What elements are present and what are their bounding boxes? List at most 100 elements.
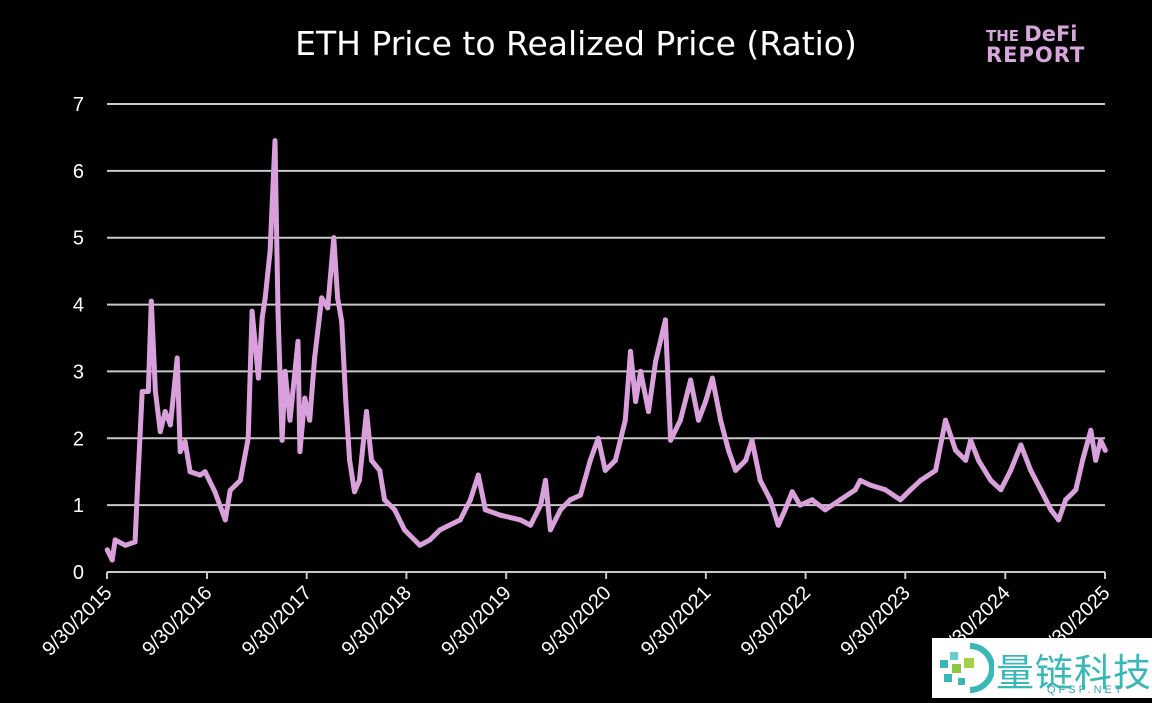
- x-tick-label: 9/30/2019: [437, 582, 515, 660]
- x-tick-label: 9/30/2015: [38, 582, 116, 660]
- data-point: [567, 497, 573, 503]
- data-point: [134, 489, 140, 495]
- data-point: [558, 507, 564, 513]
- data-point: [797, 502, 803, 508]
- data-point: [852, 487, 858, 493]
- data-point: [343, 399, 349, 405]
- data-point: [1048, 507, 1054, 513]
- data-point: [427, 537, 433, 543]
- y-tick-label: 5: [73, 228, 84, 250]
- data-point: [437, 527, 443, 533]
- data-point: [475, 472, 481, 478]
- data-point: [122, 542, 128, 548]
- data-point: [918, 477, 924, 483]
- data-point: [152, 388, 158, 394]
- data-point: [297, 449, 303, 455]
- data-point: [255, 375, 261, 381]
- data-point: [174, 355, 180, 361]
- data-point: [942, 417, 948, 423]
- data-point: [109, 557, 115, 563]
- data-point: [645, 409, 651, 415]
- data-point: [789, 489, 795, 495]
- data-point: [272, 138, 278, 144]
- x-tick-label: 9/30/2017: [238, 582, 316, 660]
- data-point: [331, 235, 337, 241]
- data-point: [809, 497, 815, 503]
- data-point: [627, 348, 633, 354]
- data-point: [148, 298, 154, 304]
- data-point: [782, 507, 788, 513]
- data-point: [325, 305, 331, 311]
- watermark-chinese-text: 量链科技: [996, 651, 1152, 695]
- data-point: [339, 318, 345, 324]
- data-point: [482, 507, 488, 513]
- data-point: [279, 437, 285, 443]
- data-point: [775, 522, 781, 528]
- the-defi-report-logo: THE DeFi REPORT: [986, 22, 1096, 67]
- data-point: [1028, 467, 1034, 473]
- data-point: [638, 368, 644, 374]
- data-point: [352, 489, 358, 495]
- chart-title: ETH Price to Realized Price (Ratio): [295, 24, 857, 63]
- data-point: [364, 409, 370, 415]
- data-point: [976, 457, 982, 463]
- data-point: [602, 467, 608, 473]
- logo-text-report: REPORT: [986, 43, 1086, 67]
- data-point: [709, 375, 715, 381]
- data-point: [245, 435, 251, 441]
- data-point: [662, 317, 668, 323]
- data-point: [897, 497, 903, 503]
- qfsp-logo-icon: [940, 643, 995, 693]
- data-point: [998, 487, 1004, 493]
- data-point: [1102, 447, 1108, 453]
- data-point: [307, 417, 313, 423]
- data-point: [377, 467, 383, 473]
- data-point: [104, 547, 110, 553]
- data-point: [282, 368, 288, 374]
- data-point: [222, 517, 228, 523]
- data-point: [587, 457, 593, 463]
- data-point: [1038, 487, 1044, 493]
- data-point: [212, 489, 218, 495]
- data-point: [167, 422, 173, 428]
- y-tick-label: 2: [73, 428, 84, 450]
- data-point: [157, 429, 163, 435]
- data-point: [822, 507, 828, 513]
- data-point: [1093, 457, 1099, 463]
- data-point: [1098, 437, 1104, 443]
- data-point: [259, 315, 265, 321]
- data-point: [417, 542, 423, 548]
- data-point: [743, 457, 749, 463]
- y-tick-label: 3: [73, 361, 84, 383]
- data-point: [963, 457, 969, 463]
- x-tick-label: 9/30/2018: [337, 582, 415, 660]
- data-point: [622, 417, 628, 423]
- logo-text-defi: DeFi: [1024, 22, 1078, 46]
- data-point: [767, 497, 773, 503]
- data-point: [882, 487, 888, 493]
- data-point: [867, 482, 873, 488]
- watermark-site-text: QFSP.NET: [1047, 684, 1125, 696]
- data-point: [139, 388, 145, 394]
- data-point: [202, 469, 208, 475]
- data-point: [749, 437, 755, 443]
- data-point: [695, 417, 701, 423]
- data-point: [197, 472, 203, 478]
- data-point: [457, 517, 463, 523]
- data-point: [356, 477, 362, 483]
- x-tick-label: 9/30/2016: [138, 582, 216, 660]
- data-point: [132, 539, 138, 545]
- data-point: [837, 497, 843, 503]
- data-point: [547, 527, 553, 533]
- data-point: [275, 308, 281, 314]
- data-point: [402, 527, 408, 533]
- x-tick-label: 9/30/2023: [836, 582, 914, 660]
- data-point: [517, 517, 523, 523]
- data-point: [1008, 467, 1014, 473]
- data-point: [726, 447, 732, 453]
- data-point: [162, 409, 168, 415]
- data-point: [668, 437, 674, 443]
- y-tick-label: 0: [73, 562, 84, 584]
- data-point: [368, 457, 374, 463]
- data-point: [249, 308, 255, 314]
